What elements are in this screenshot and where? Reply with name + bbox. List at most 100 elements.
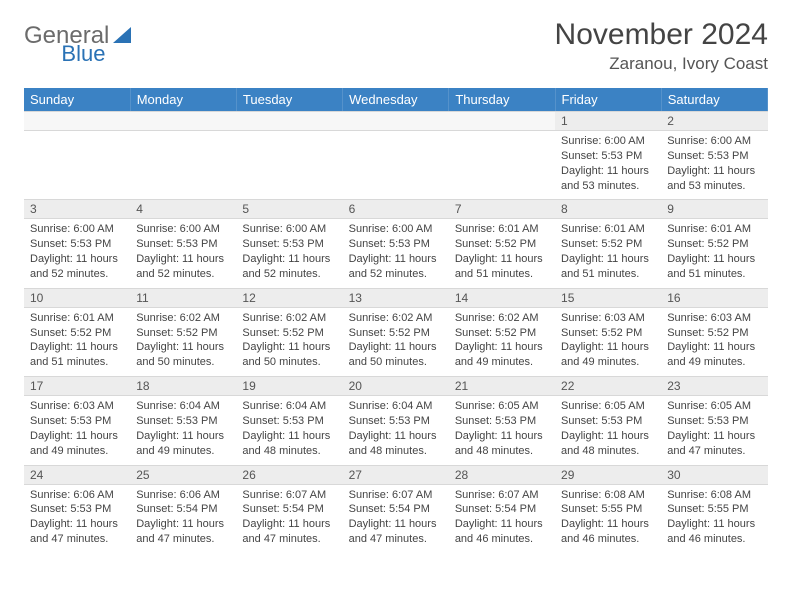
day-details: Sunrise: 6:05 AMSunset: 5:53 PMDaylight:… <box>449 396 555 464</box>
day-details: Sunrise: 6:00 AMSunset: 5:53 PMDaylight:… <box>130 219 236 287</box>
sunset-line: Sunset: 5:53 PM <box>349 237 443 252</box>
day-number: 30 <box>661 465 767 485</box>
sunset-line: Sunset: 5:53 PM <box>667 414 761 429</box>
sunrise-line: Sunrise: 6:05 AM <box>561 399 655 414</box>
daylight-line: Daylight: 11 hours and 46 minutes. <box>667 517 761 547</box>
sunrise-line: Sunrise: 6:02 AM <box>136 311 230 326</box>
title-block: November 2024 Zaranou, Ivory Coast <box>555 18 768 74</box>
day-number: 10 <box>24 288 130 308</box>
day-number: 8 <box>555 199 661 219</box>
sunrise-line: Sunrise: 6:00 AM <box>667 134 761 149</box>
day-details: Sunrise: 6:01 AMSunset: 5:52 PMDaylight:… <box>24 308 130 376</box>
daylight-line: Daylight: 11 hours and 46 minutes. <box>561 517 655 547</box>
day-cell: 15Sunrise: 6:03 AMSunset: 5:52 PMDayligh… <box>555 288 661 376</box>
day-number: 17 <box>24 376 130 396</box>
day-details: Sunrise: 6:05 AMSunset: 5:53 PMDaylight:… <box>661 396 767 464</box>
day-cell: 19Sunrise: 6:04 AMSunset: 5:53 PMDayligh… <box>236 376 342 464</box>
day-details: Sunrise: 6:03 AMSunset: 5:52 PMDaylight:… <box>555 308 661 376</box>
day-cell: 8Sunrise: 6:01 AMSunset: 5:52 PMDaylight… <box>555 199 661 287</box>
sunset-line: Sunset: 5:53 PM <box>30 414 124 429</box>
daylight-line: Daylight: 11 hours and 47 minutes. <box>349 517 443 547</box>
daylight-line: Daylight: 11 hours and 49 minutes. <box>136 429 230 459</box>
weekday-header: Saturday <box>661 88 767 111</box>
day-number: 9 <box>661 199 767 219</box>
weekday-header: Sunday <box>24 88 130 111</box>
day-number: 29 <box>555 465 661 485</box>
weekday-header: Tuesday <box>236 88 342 111</box>
day-details: Sunrise: 6:00 AMSunset: 5:53 PMDaylight:… <box>24 219 130 287</box>
day-cell: 17 Sunrise: 6:03 AMSunset: 5:53 PMDayligh… <box>24 376 130 464</box>
day-number: 3 <box>24 199 130 219</box>
sunrise-line: Sunrise: 6:08 AM <box>561 488 655 503</box>
day-details: Sunrise: 6:02 AMSunset: 5:52 PMDaylight:… <box>130 308 236 376</box>
day-number: 25 <box>130 465 236 485</box>
day-cell: 10Sunrise: 6:01 AMSunset: 5:52 PMDayligh… <box>24 288 130 376</box>
day-number: 7 <box>449 199 555 219</box>
day-cell: 13Sunrise: 6:02 AMSunset: 5:52 PMDayligh… <box>343 288 449 376</box>
calendar-row: 3Sunrise: 6:00 AMSunset: 5:53 PMDaylight… <box>24 199 768 287</box>
day-number: 4 <box>130 199 236 219</box>
weekday-header: Wednesday <box>343 88 449 111</box>
day-number: 2 <box>661 111 767 131</box>
sunset-line: Sunset: 5:52 PM <box>561 326 655 341</box>
day-details: Sunrise: 6:00 AMSunset: 5:53 PMDaylight:… <box>343 219 449 287</box>
sunrise-line: Sunrise: 6:00 AM <box>136 222 230 237</box>
sunset-line: Sunset: 5:53 PM <box>349 414 443 429</box>
daylight-line: Daylight: 11 hours and 48 minutes. <box>455 429 549 459</box>
day-cell: 12Sunrise: 6:02 AMSunset: 5:52 PMDayligh… <box>236 288 342 376</box>
day-number: 24 <box>24 465 130 485</box>
day-number: 26 <box>236 465 342 485</box>
sunrise-line: Sunrise: 6:01 AM <box>561 222 655 237</box>
day-number: 13 <box>343 288 449 308</box>
sunset-line: Sunset: 5:54 PM <box>455 502 549 517</box>
sunrise-line: Sunrise: 6:02 AM <box>455 311 549 326</box>
day-cell: 25Sunrise: 6:06 AMSunset: 5:54 PMDayligh… <box>130 465 236 553</box>
sunrise-line: Sunrise: 6:07 AM <box>455 488 549 503</box>
daylight-line: Daylight: 11 hours and 49 minutes. <box>30 429 124 459</box>
daylight-line: Daylight: 11 hours and 48 minutes. <box>561 429 655 459</box>
sunrise-line: Sunrise: 6:02 AM <box>242 311 336 326</box>
daylight-line: Daylight: 11 hours and 52 minutes. <box>30 252 124 282</box>
sunset-line: Sunset: 5:53 PM <box>136 414 230 429</box>
day-details: Sunrise: 6:02 AMSunset: 5:52 PMDaylight:… <box>343 308 449 376</box>
daylight-line: Daylight: 11 hours and 52 minutes. <box>349 252 443 282</box>
sunrise-line: Sunrise: 6:00 AM <box>242 222 336 237</box>
sunrise-line: Sunrise: 6:00 AM <box>349 222 443 237</box>
day-cell: 7Sunrise: 6:01 AMSunset: 5:52 PMDaylight… <box>449 199 555 287</box>
day-cell: 22Sunrise: 6:05 AMSunset: 5:53 PMDayligh… <box>555 376 661 464</box>
sunset-line: Sunset: 5:52 PM <box>242 326 336 341</box>
day-cell: 27Sunrise: 6:07 AMSunset: 5:54 PMDayligh… <box>343 465 449 553</box>
day-details: Sunrise: 6:07 AMSunset: 5:54 PMDaylight:… <box>236 485 342 553</box>
day-details: Sunrise: 6:04 AMSunset: 5:53 PMDaylight:… <box>130 396 236 464</box>
daylight-line: Daylight: 11 hours and 50 minutes. <box>349 340 443 370</box>
day-number: 12 <box>236 288 342 308</box>
brand-text-2: Blue <box>61 41 105 67</box>
day-cell: 24Sunrise: 6:06 AMSunset: 5:53 PMDayligh… <box>24 465 130 553</box>
sunrise-line: Sunrise: 6:00 AM <box>30 222 124 237</box>
day-number: 28 <box>449 465 555 485</box>
day-details: Sunrise: 6:07 AMSunset: 5:54 PMDaylight:… <box>449 485 555 553</box>
day-details: Sunrise: 6:05 AMSunset: 5:53 PMDaylight:… <box>555 396 661 464</box>
sunrise-line: Sunrise: 6:03 AM <box>30 399 124 414</box>
day-details: Sunrise: 6:02 AMSunset: 5:52 PMDaylight:… <box>449 308 555 376</box>
sunrise-line: Sunrise: 6:04 AM <box>349 399 443 414</box>
day-number: 11 <box>130 288 236 308</box>
day-number: 6 <box>343 199 449 219</box>
day-number: 14 <box>449 288 555 308</box>
day-number: 21 <box>449 376 555 396</box>
location-text: Zaranou, Ivory Coast <box>555 54 768 74</box>
daylight-line: Daylight: 11 hours and 53 minutes. <box>667 164 761 194</box>
sunset-line: Sunset: 5:53 PM <box>30 237 124 252</box>
sunrise-line: Sunrise: 6:07 AM <box>242 488 336 503</box>
day-cell: 23Sunrise: 6:05 AMSunset: 5:53 PMDayligh… <box>661 376 767 464</box>
calendar-row: 17Sunrise: 6:03 AMSunset: 5:53 PMDayligh… <box>24 376 768 464</box>
empty-cell <box>236 111 342 199</box>
day-cell: 11Sunrise: 6:02 AMSunset: 5:52 PMDayligh… <box>130 288 236 376</box>
day-details: Sunrise: 6:01 AMSunset: 5:52 PMDaylight:… <box>661 219 767 287</box>
calendar-row: 10Sunrise: 6:01 AMSunset: 5:52 PMDayligh… <box>24 288 768 376</box>
sunrise-line: Sunrise: 6:00 AM <box>561 134 655 149</box>
sunset-line: Sunset: 5:53 PM <box>455 414 549 429</box>
daylight-line: Daylight: 11 hours and 48 minutes. <box>242 429 336 459</box>
daylight-line: Daylight: 11 hours and 50 minutes. <box>136 340 230 370</box>
daylight-line: Daylight: 11 hours and 46 minutes. <box>455 517 549 547</box>
